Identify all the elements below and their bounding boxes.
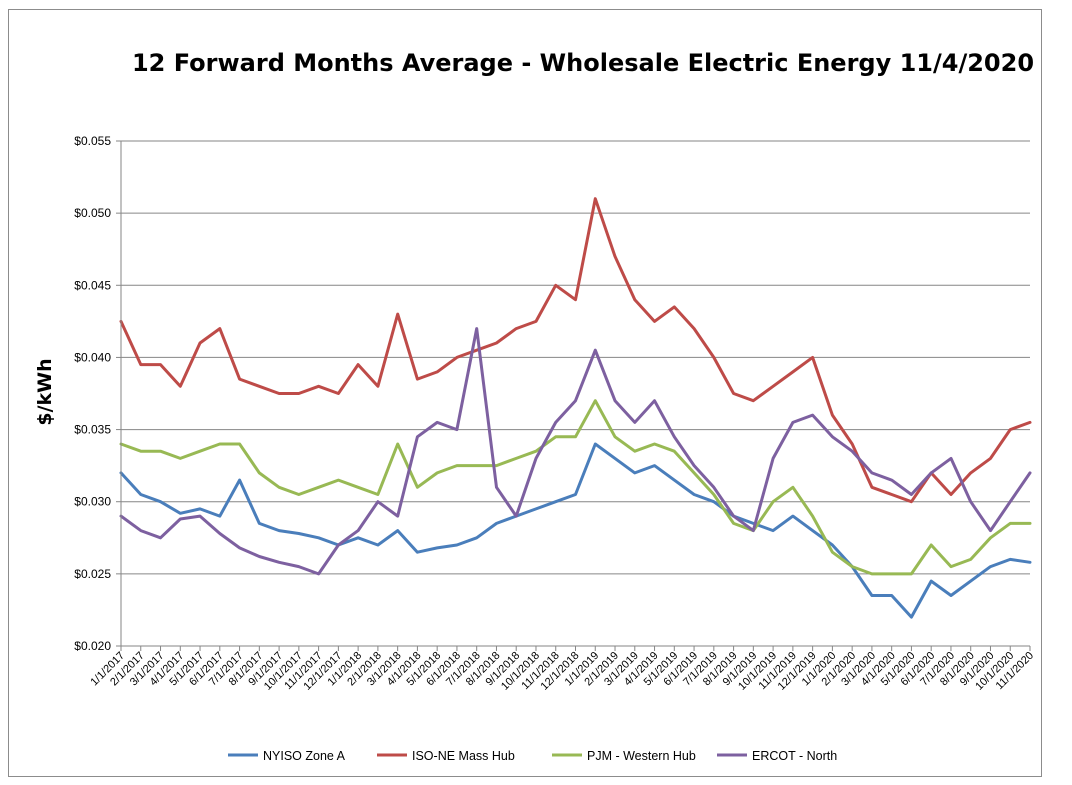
series-lines — [119, 197, 1032, 619]
gridlines — [116, 140, 1030, 647]
axes — [120, 141, 1031, 651]
series-line — [119, 442, 1032, 619]
y-tick-labels: $0.020 $0.025 $0.030 $0.035 $0.040 $0.045 $0.0… — [74, 134, 111, 653]
legend-label: ERCOT - North — [752, 749, 837, 763]
legend-label: PJM - Western Hub — [587, 749, 696, 763]
chart-title: 12 Forward Months Average - Wholesale El… — [132, 49, 1034, 77]
series-line — [119, 197, 1032, 504]
y-tick-label: $0.040 — [74, 350, 111, 364]
series-line — [119, 399, 1032, 576]
legend-label: ISO-NE Mass Hub — [412, 749, 515, 763]
y-axis-label: $/kWh — [34, 358, 56, 425]
y-tick-label: $0.025 — [74, 567, 111, 581]
x-tick-labels: 1/1/20172/1/20173/1/20174/1/20175/1/2017… — [88, 650, 1036, 693]
y-tick-label: $0.050 — [74, 206, 111, 220]
legend: NYISO Zone A ISO-NE Mass Hub PJM - Western… — [228, 749, 837, 763]
y-tick-label: $0.055 — [74, 134, 111, 148]
y-tick-label: $0.045 — [74, 278, 111, 292]
legend-label: NYISO Zone A — [263, 749, 346, 763]
y-tick-label: $0.020 — [74, 639, 111, 653]
y-tick-label: $0.035 — [74, 423, 111, 437]
series-line — [119, 327, 1032, 576]
y-tick-label: $0.030 — [74, 495, 111, 509]
